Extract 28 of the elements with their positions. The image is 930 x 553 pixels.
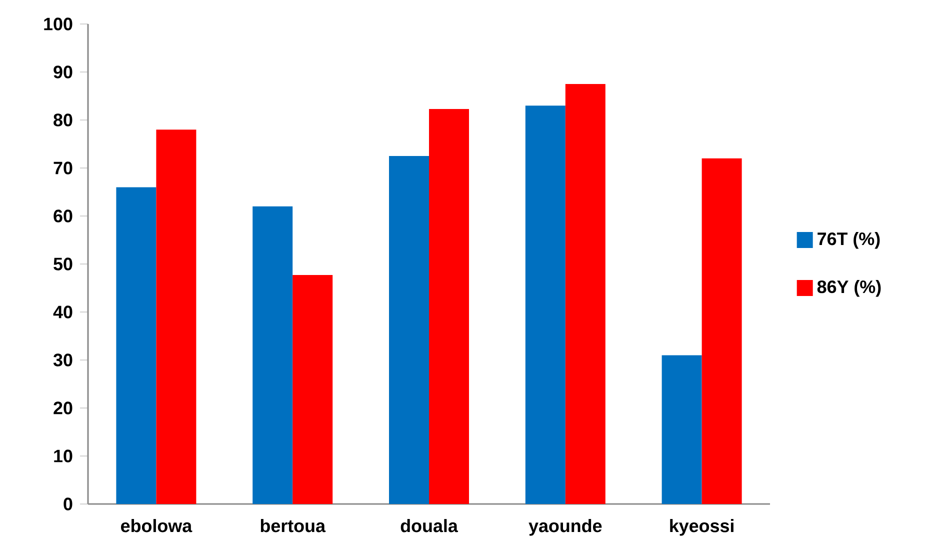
x-tick-label: kyeossi: [670, 519, 734, 536]
bar: [252, 206, 293, 504]
bar: [429, 108, 469, 504]
y-tick-label: 100: [44, 18, 72, 30]
y-tick-label: 40: [53, 306, 72, 318]
bar: [525, 106, 566, 504]
x-tick-label: bertoua: [260, 519, 326, 532]
bar: [702, 158, 742, 504]
y-tick-label: 30: [53, 354, 72, 366]
y-tick-label: 20: [54, 402, 72, 414]
y-tick-label: 90: [54, 66, 72, 78]
bar: [662, 355, 702, 504]
y-tick-label: 0: [64, 498, 72, 510]
bar: [292, 275, 333, 504]
x-tick-label: yaounde: [528, 519, 602, 536]
y-tick-label: 70: [54, 162, 72, 174]
bar: [156, 130, 196, 504]
y-tick-label: 50: [54, 258, 72, 270]
y-tick-label: 80: [54, 114, 72, 126]
y-tick-label: 10: [54, 450, 72, 462]
y-tick-label: 60: [54, 210, 72, 222]
legend-label: 86Y (%): [817, 280, 881, 297]
bar: [565, 84, 606, 504]
bar: [116, 187, 156, 504]
bar: [389, 156, 429, 504]
legend-label: 76T (%): [818, 232, 880, 249]
x-tick-label: ebolowa: [121, 519, 192, 532]
x-tick-label: douala: [400, 519, 458, 532]
